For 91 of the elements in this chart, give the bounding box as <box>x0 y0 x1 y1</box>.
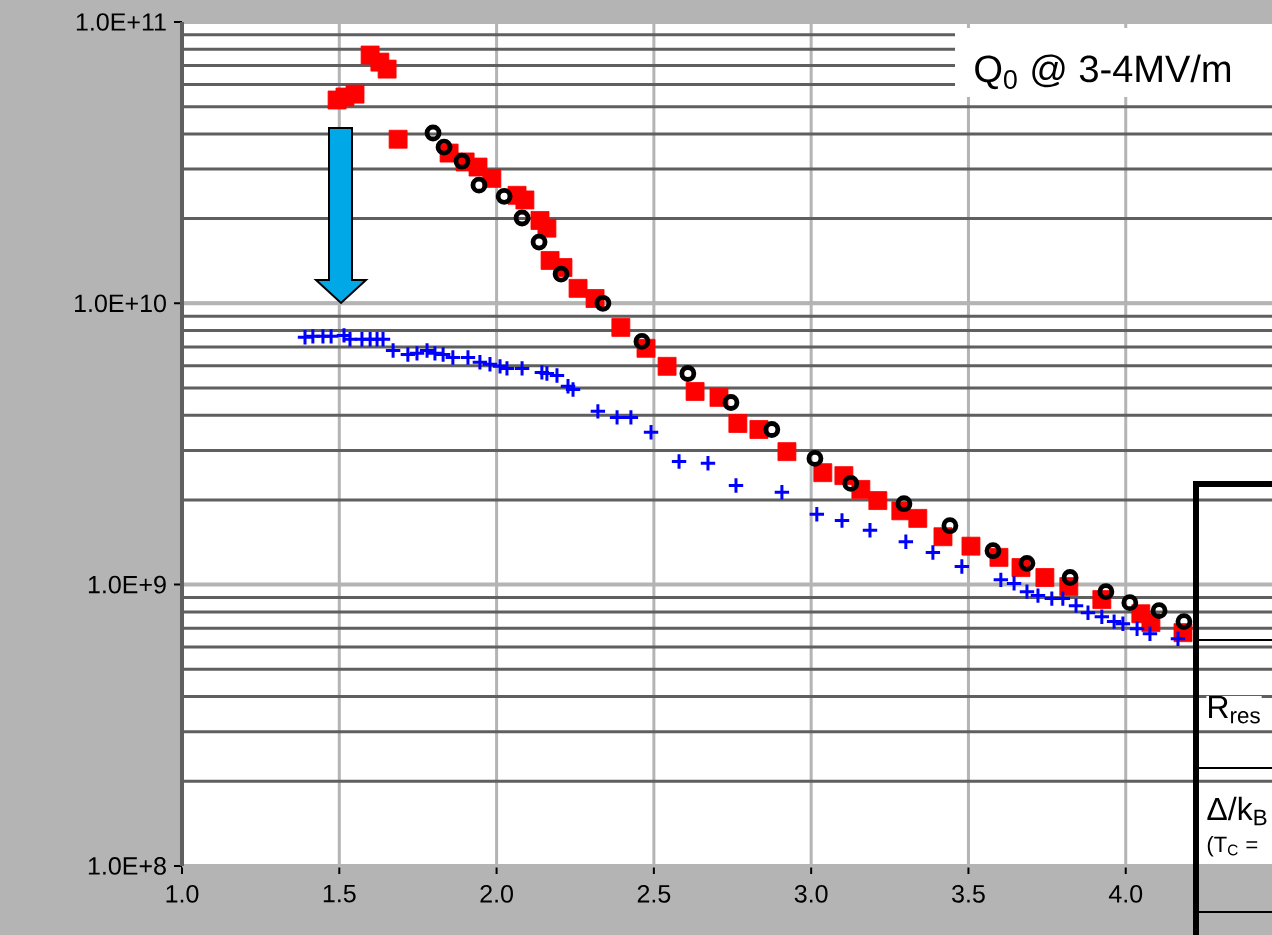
point <box>470 176 488 194</box>
point <box>813 463 833 483</box>
point <box>388 129 408 149</box>
point <box>868 491 888 510</box>
point <box>538 364 556 383</box>
point <box>685 382 705 401</box>
y-tick-label: 1.0E+10 <box>75 294 166 313</box>
point <box>513 209 531 227</box>
x-tick-label: 4.0 <box>1108 885 1143 903</box>
point <box>1141 625 1159 643</box>
x-tick-label: 1.5 <box>323 885 356 903</box>
annotation: Δ/k$_{B}$ <box>1207 796 1267 826</box>
point <box>1175 613 1193 630</box>
y-tick-label: 1.0E+9 <box>88 575 166 594</box>
point <box>453 152 471 170</box>
point <box>833 511 851 530</box>
annotation: R$_{res}$ <box>1209 695 1260 724</box>
point <box>808 505 826 523</box>
point <box>1093 608 1111 626</box>
point <box>657 356 677 376</box>
point <box>961 536 981 556</box>
point <box>322 327 340 346</box>
x-tick-label: 1.0 <box>166 885 199 903</box>
point <box>495 187 513 205</box>
point <box>1105 612 1123 631</box>
x-tick-label: 2.5 <box>637 885 671 903</box>
point <box>513 359 531 378</box>
point <box>1029 586 1047 605</box>
point <box>594 294 612 312</box>
point <box>1097 583 1115 601</box>
x-tick-label: 3.0 <box>794 885 828 903</box>
y-tick-label: 1.0E+8 <box>88 857 166 875</box>
point <box>408 344 426 363</box>
point <box>722 394 740 411</box>
point <box>984 542 1002 560</box>
point <box>699 454 717 472</box>
point <box>533 363 551 382</box>
y-tick-label: 1.0E+11 <box>76 13 166 31</box>
point <box>1005 574 1023 593</box>
point <box>897 533 915 551</box>
point <box>459 348 477 367</box>
point <box>763 421 781 438</box>
x-tick-label: 2.0 <box>480 885 513 903</box>
point <box>552 265 570 283</box>
point <box>670 452 688 471</box>
point <box>1169 630 1187 648</box>
point <box>589 402 607 421</box>
point <box>1018 554 1036 572</box>
point <box>611 318 631 337</box>
point <box>548 366 566 385</box>
point <box>1018 582 1036 601</box>
x-tick-label: 3.5 <box>952 885 985 903</box>
point <box>642 423 660 441</box>
point <box>435 138 453 156</box>
point <box>633 333 651 350</box>
point <box>1121 594 1139 612</box>
point <box>1035 568 1055 587</box>
point <box>296 328 314 347</box>
point <box>1128 620 1146 638</box>
point <box>679 365 697 382</box>
point <box>941 517 959 535</box>
text: Q$_{0}$ @ 3-4MV/m <box>975 54 1231 90</box>
point <box>861 521 879 539</box>
point <box>1150 602 1168 620</box>
point <box>806 450 824 467</box>
point <box>773 483 791 501</box>
point <box>1061 569 1079 586</box>
point <box>953 557 971 576</box>
point <box>895 495 913 513</box>
point <box>530 233 548 251</box>
point <box>842 475 860 492</box>
point <box>992 571 1010 589</box>
point <box>482 168 502 188</box>
point <box>622 408 640 427</box>
point <box>728 414 748 433</box>
point <box>399 345 417 364</box>
point <box>727 476 745 495</box>
point <box>481 355 499 373</box>
point <box>424 124 442 142</box>
point <box>377 59 397 79</box>
point <box>568 278 588 298</box>
point <box>471 353 489 372</box>
point <box>345 84 365 104</box>
point <box>908 508 928 528</box>
annotation: (T$_{C}$ = <box>1207 836 1258 857</box>
point <box>777 442 797 462</box>
point <box>608 408 626 427</box>
point <box>515 190 535 210</box>
point <box>924 543 942 562</box>
point <box>537 218 557 238</box>
point <box>1114 615 1132 633</box>
